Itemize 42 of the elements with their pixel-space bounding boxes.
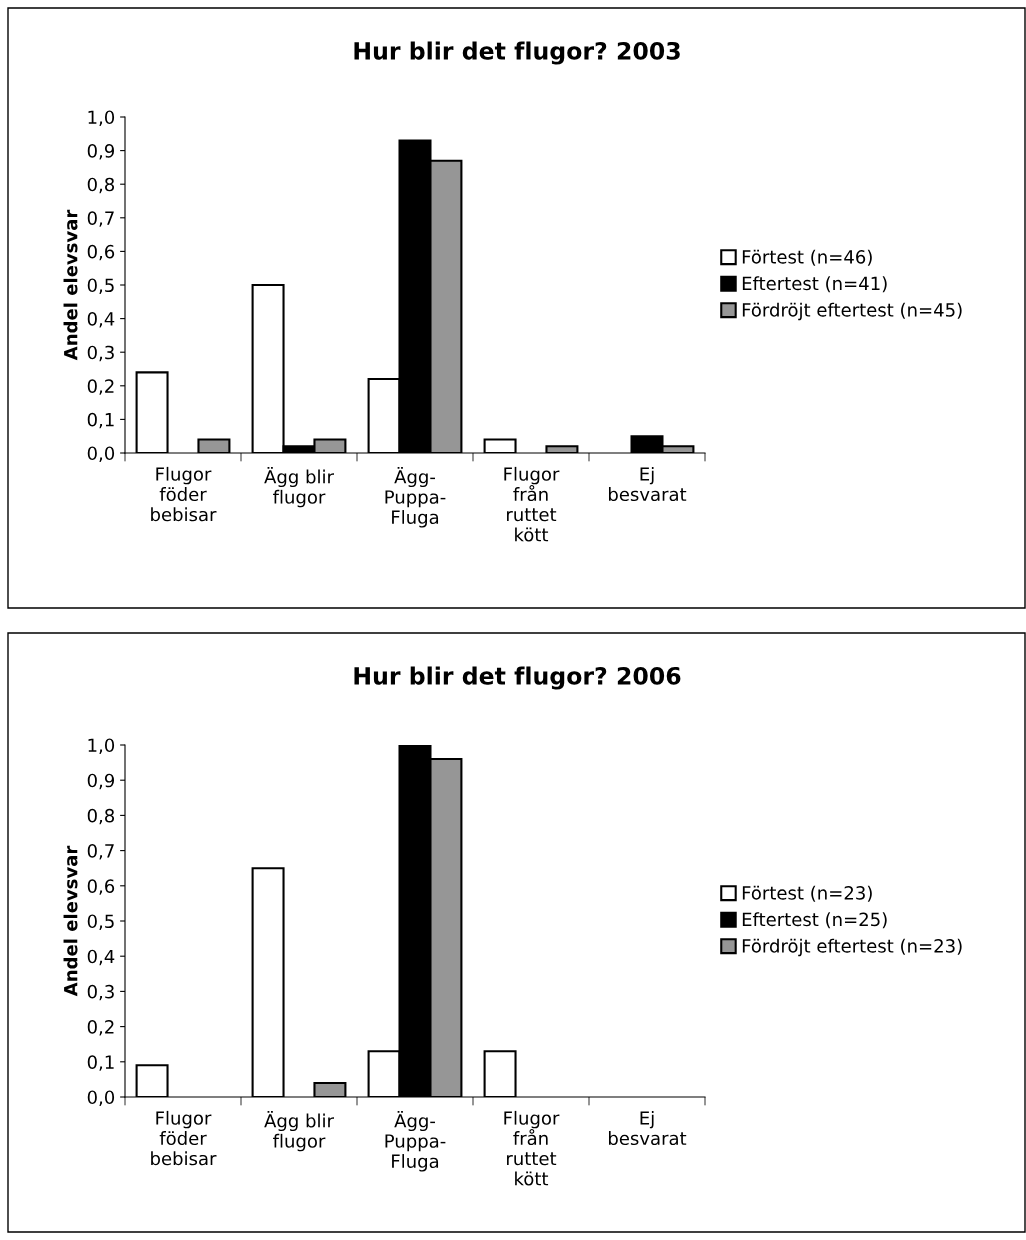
legend-label: Eftertest (n=41) <box>742 276 887 293</box>
x-tick-label: Flugor föder bebisar <box>151 1110 217 1166</box>
x-tick-label: Ägg blir flugor <box>264 466 334 508</box>
y-tick-label: 0,3 <box>87 984 114 1001</box>
y-tick-label: 0,8 <box>87 808 115 825</box>
y-tick-label: 0,0 <box>87 1090 115 1106</box>
y-axis-title: Andel elevsvar <box>63 845 78 997</box>
chart-title: Hur blir det flugor? 2003 <box>354 41 680 65</box>
y-tick-label: 0,9 <box>87 144 115 160</box>
y-tick-label: 1,0 <box>88 738 115 754</box>
y-tick-label: 0,4 <box>87 949 115 966</box>
x-tick-label: Flugor från ruttet kött <box>504 1110 560 1186</box>
y-tick-label: 0,3 <box>87 345 114 362</box>
y-tick-label: 0,8 <box>87 177 115 194</box>
y-tick-label: 0,2 <box>87 379 114 395</box>
y-tick-label: 0,5 <box>87 914 114 930</box>
x-tick-label: Ägg- Puppa- Fluga <box>385 466 446 528</box>
x-tick-label: Ej besvarat <box>608 466 687 502</box>
y-axis-title: Andel elevsvar <box>63 209 78 361</box>
y-tick-label: 0,9 <box>87 773 115 790</box>
legend-label: Fördröjt eftertest (n=45) <box>742 302 962 321</box>
legend-label: Förtest (n=23) <box>742 885 872 902</box>
y-tick-label: 0,6 <box>87 244 115 261</box>
x-tick-label: Ej besvarat <box>608 1110 687 1146</box>
x-tick-label: Flugor föder bebisar <box>151 466 217 522</box>
legend-label: Eftertest (n=25) <box>742 912 887 929</box>
y-tick-label: 0,6 <box>87 879 115 895</box>
y-tick-label: 0,5 <box>87 278 114 294</box>
x-tick-label: Ägg- Puppa- Fluga <box>385 1110 446 1172</box>
x-tick-label: Flugor från ruttet kött <box>504 466 560 542</box>
y-tick-label: 0,1 <box>87 412 114 429</box>
legend-label: Fördröjt eftertest (n=23) <box>742 938 962 957</box>
legend-label: Förtest (n=46) <box>742 249 872 266</box>
y-tick-label: 0,1 <box>87 1055 114 1071</box>
y-tick-label: 0,7 <box>87 211 114 227</box>
y-tick-label: 0,4 <box>87 312 115 328</box>
y-tick-label: 1,0 <box>88 110 115 126</box>
y-tick-label: 0,2 <box>87 1020 114 1036</box>
chart-title: Hur blir det flugor? 2006 <box>354 666 681 690</box>
y-tick-label: 0,7 <box>87 844 114 860</box>
x-tick-label: Ägg blir flugor <box>264 1110 334 1152</box>
y-tick-label: 0,0 <box>87 446 115 462</box>
